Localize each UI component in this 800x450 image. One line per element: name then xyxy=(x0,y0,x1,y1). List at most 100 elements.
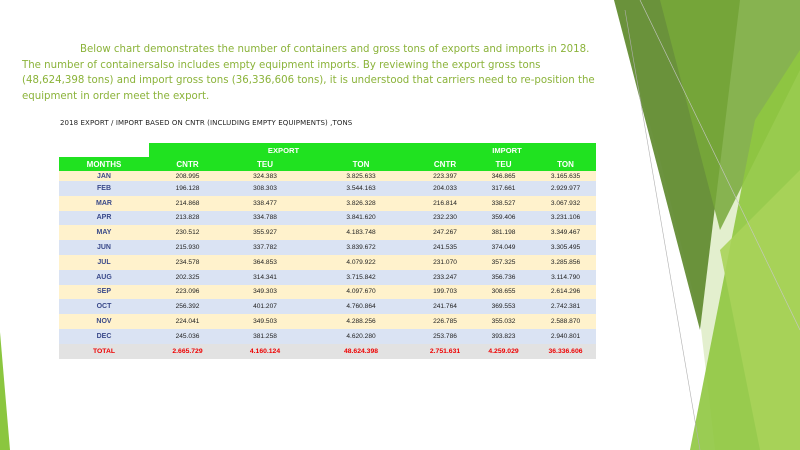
total-export-cntr: 2.665.729 xyxy=(149,343,226,359)
cell-month: APR xyxy=(59,210,149,226)
column-header-months: MONTHS xyxy=(59,157,149,171)
intro-paragraph: Below chart demonstrates the number of c… xyxy=(22,42,607,104)
total-import-cntr: 2.751.631 xyxy=(418,343,473,359)
dark-green-stripe xyxy=(614,0,740,330)
cell-import-cntr: 231.070 xyxy=(418,254,473,270)
export-import-table: EXPORT IMPORT MONTHS CNTR TEU TON CNTR T… xyxy=(59,143,597,359)
cell-export-ton: 4.079.922 xyxy=(304,254,419,270)
cell-import-cntr: 247.267 xyxy=(418,225,473,241)
column-header-import-ton: TON xyxy=(535,157,597,171)
cell-export-cntr: 245.036 xyxy=(149,328,226,344)
left-green-accent xyxy=(0,332,10,450)
cell-export-ton: 3.839.672 xyxy=(304,240,419,255)
cell-export-teu: 364.853 xyxy=(226,254,304,270)
cell-import-teu: 374.049 xyxy=(472,240,536,255)
cell-export-cntr: 215.930 xyxy=(149,240,226,255)
light-green-panel xyxy=(614,0,800,450)
cell-export-teu: 355.927 xyxy=(226,225,304,241)
cell-import-ton: 3.114.790 xyxy=(535,269,597,285)
table-row: FEB 196.128 308.303 3.544.163 204.033 317.661… xyxy=(59,181,597,196)
cell-export-ton: 3.841.620 xyxy=(304,210,419,226)
cell-export-ton: 4.097.670 xyxy=(304,284,419,300)
column-header-import-cntr: CNTR xyxy=(418,157,473,171)
table-row: DEC 245.036 381.258 4.620.280 253.786 393.823… xyxy=(59,328,597,344)
table-row: JAN 208.995 324.383 3.825.633 223.397 346.865… xyxy=(59,171,597,181)
cell-import-teu: 355.032 xyxy=(472,314,536,329)
total-import-ton: 36.336.606 xyxy=(535,343,597,359)
cell-export-cntr: 208.995 xyxy=(149,171,226,181)
cell-export-teu: 381.258 xyxy=(226,328,304,344)
cell-import-cntr: 253.786 xyxy=(418,328,473,344)
cell-export-cntr: 230.512 xyxy=(149,225,226,241)
cell-import-teu: 359.406 xyxy=(472,210,536,226)
cell-import-cntr: 232.230 xyxy=(418,210,473,226)
column-header-export-teu: TEU xyxy=(226,157,304,171)
intro-line-2: The number of containersalso includes em… xyxy=(22,59,541,71)
cell-export-teu: 401.207 xyxy=(226,299,304,315)
cell-import-teu: 369.553 xyxy=(472,299,536,315)
total-row: TOTAL 2.665.729 4.160.124 48.624.398 2.7… xyxy=(59,343,597,359)
cell-export-teu: 308.303 xyxy=(226,181,304,196)
cell-import-cntr: 241.764 xyxy=(418,299,473,315)
table-row: MAR 214.868 338.477 3.826.328 216.814 338.527… xyxy=(59,195,597,211)
cell-import-teu: 338.527 xyxy=(472,195,536,211)
cell-month: MAY xyxy=(59,225,149,241)
cell-export-teu: 349.303 xyxy=(226,284,304,300)
intro-line-3: (48,624,398 tons) and import gross tons … xyxy=(22,75,595,86)
lime-green-stripe xyxy=(720,170,800,450)
cell-export-teu: 349.503 xyxy=(226,314,304,329)
mid-green-stripe xyxy=(660,0,800,230)
cell-import-cntr: 216.814 xyxy=(418,195,473,211)
table-caption: 2018 EXPORT / IMPORT BASED ON CNTR (INCL… xyxy=(60,119,353,127)
cell-export-cntr: 224.041 xyxy=(149,314,226,329)
intro-line-4: equipment in order meet the export. xyxy=(22,90,210,102)
group-header-import: IMPORT xyxy=(418,143,597,157)
cell-import-teu: 317.661 xyxy=(472,181,536,196)
cell-export-cntr: 213.828 xyxy=(149,210,226,226)
cell-export-ton: 4.183.748 xyxy=(304,225,419,241)
group-header-export: EXPORT xyxy=(149,143,419,157)
cell-export-cntr: 214.868 xyxy=(149,195,226,211)
cell-export-ton: 3.825.633 xyxy=(304,171,419,181)
table-row: OCT 256.392 401.207 4.760.864 241.764 369.553… xyxy=(59,299,597,315)
cell-import-ton: 3.305.495 xyxy=(535,240,597,255)
cell-import-ton: 2.940.801 xyxy=(535,328,597,344)
thin-line-2 xyxy=(639,0,800,331)
cell-import-ton: 3.285.856 xyxy=(535,254,597,270)
cell-import-teu: 346.865 xyxy=(472,171,536,181)
intro-line-1: Below chart demonstrates the number of c… xyxy=(80,44,590,55)
column-header-export-ton: TON xyxy=(304,157,419,171)
cell-month: FEB xyxy=(59,181,149,196)
cell-month: SEP xyxy=(59,284,149,300)
cell-import-teu: 393.823 xyxy=(472,328,536,344)
table-row: NOV 224.041 349.503 4.288.256 226.785 355.032… xyxy=(59,314,597,329)
cell-import-ton: 3.231.106 xyxy=(535,210,597,226)
cell-export-ton: 3.715.842 xyxy=(304,269,419,285)
cell-import-teu: 357.325 xyxy=(472,254,536,270)
table-body: JAN 208.995 324.383 3.825.633 223.397 346.865… xyxy=(59,171,597,344)
cell-export-ton: 4.760.864 xyxy=(304,299,419,315)
cell-import-ton: 3.349.467 xyxy=(535,225,597,241)
cell-import-teu: 308.655 xyxy=(472,284,536,300)
cell-import-cntr: 204.033 xyxy=(418,181,473,196)
column-header-export-cntr: CNTR xyxy=(149,157,226,171)
cell-export-teu: 314.341 xyxy=(226,269,304,285)
cell-month: JUN xyxy=(59,240,149,255)
total-export-ton: 48.624.398 xyxy=(304,343,419,359)
cell-month: OCT xyxy=(59,299,149,315)
cell-import-teu: 356.736 xyxy=(472,269,536,285)
cell-import-cntr: 233.247 xyxy=(418,269,473,285)
cell-month: MAR xyxy=(59,195,149,211)
cell-import-teu: 381.198 xyxy=(472,225,536,241)
cell-export-ton: 3.544.163 xyxy=(304,181,419,196)
table-row: JUL 234.578 364.853 4.079.922 231.070 357.325… xyxy=(59,254,597,270)
table-row: APR 213.828 334.788 3.841.620 232.230 359.406… xyxy=(59,210,597,226)
cell-export-teu: 324.383 xyxy=(226,171,304,181)
header-blank-cell xyxy=(59,143,149,157)
table-row: SEP 223.096 349.303 4.097.670 199.703 308.655… xyxy=(59,284,597,300)
total-export-teu: 4.160.124 xyxy=(226,343,304,359)
cell-import-cntr: 226.785 xyxy=(418,314,473,329)
cell-month: JUL xyxy=(59,254,149,270)
total-label: TOTAL xyxy=(59,343,149,359)
cell-export-cntr: 196.128 xyxy=(149,181,226,196)
